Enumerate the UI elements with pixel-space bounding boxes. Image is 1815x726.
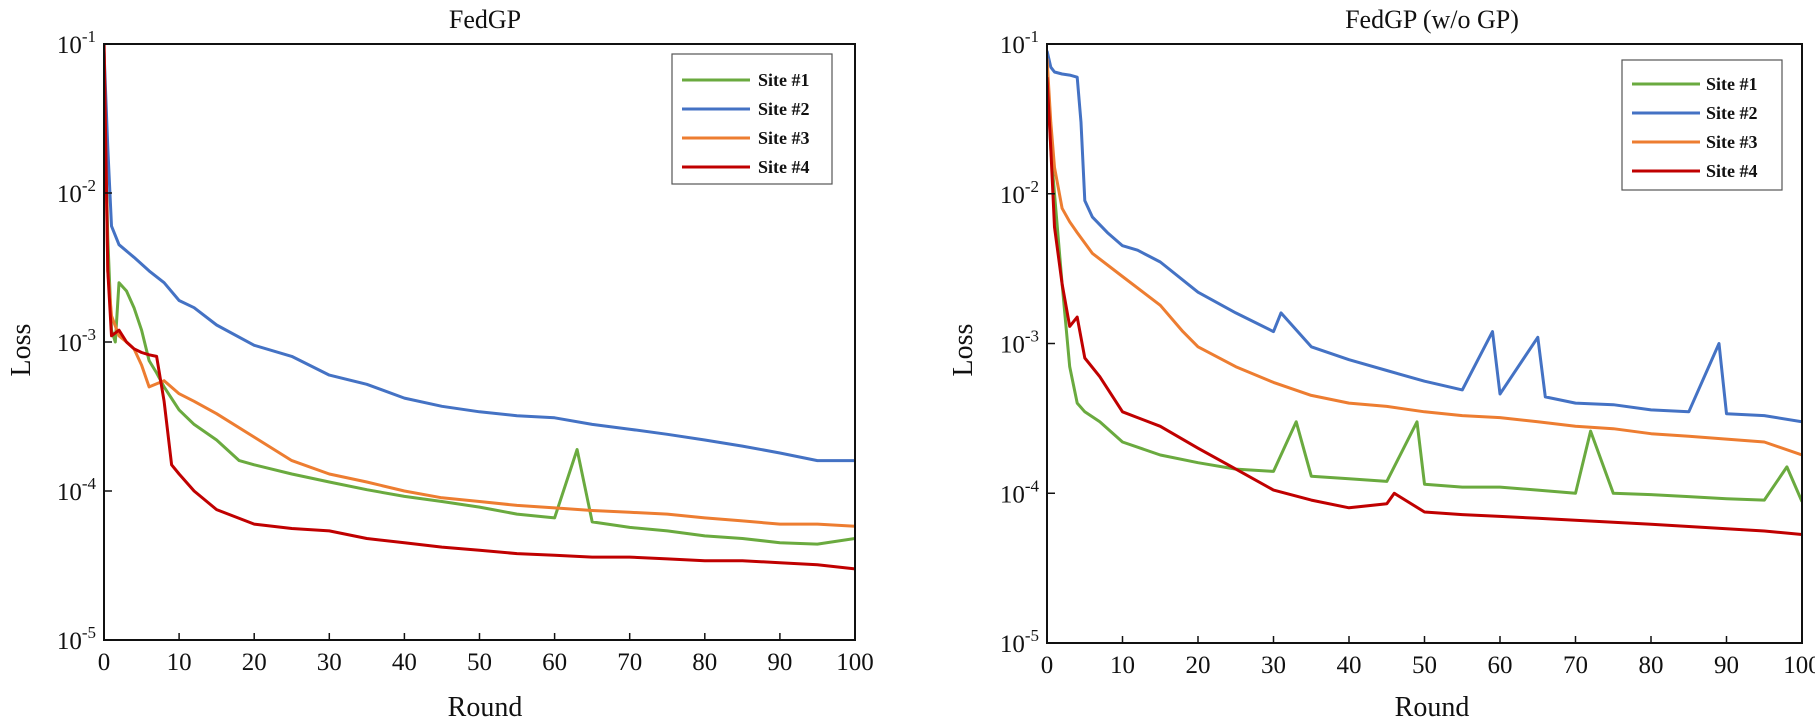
x-tick-label: 10 <box>1110 652 1135 679</box>
plot-area: 0 10 20 30 40 50 60 70 80 90 100 10-1 10-2 10-3 10-4 10… <box>1000 27 1815 679</box>
panel-fedgp-wo-gp: FedGP (w/o GP) Loss Round 0 10 20 30 40 50 60 7… <box>948 5 1815 723</box>
series-line-site-3 <box>1047 58 1802 457</box>
x-tick-label: 70 <box>617 649 642 676</box>
x-tick-label: 80 <box>1639 652 1664 679</box>
y-axis-label: Loss <box>6 324 37 377</box>
y-tick-label: 10-2 <box>1000 177 1039 209</box>
x-tick-label: 10 <box>167 649 192 676</box>
x-tick-label: 100 <box>836 649 874 676</box>
series-line-site-1 <box>1047 58 1802 503</box>
chart-title: FedGP (w/o GP) <box>1345 5 1519 34</box>
series-line-site-1 <box>104 77 855 546</box>
legend-box <box>671 53 833 185</box>
x-tick-label: 70 <box>1563 652 1588 679</box>
legend-entry-site-1: Site #1 <box>758 70 810 90</box>
y-tick-label: 10-1 <box>57 27 96 59</box>
legend-entry-site-1: Site #1 <box>1706 74 1758 94</box>
plot-area: 0 10 20 30 40 50 60 70 80 90 100 10-1 10-2 10-3 10-4 10… <box>57 27 874 676</box>
legend-entry-site-2: Site #2 <box>1706 103 1758 123</box>
legend-entry-site-2: Site #2 <box>758 99 810 119</box>
legend: Site #1 Site #2 Site #3 Site #4 <box>1621 59 1783 191</box>
y-tick-label: 10-3 <box>1000 327 1039 359</box>
x-tick-label: 90 <box>767 649 792 676</box>
x-axis-label: Round <box>448 692 523 723</box>
x-tick-label: 30 <box>317 649 342 676</box>
x-tick-label: 80 <box>692 649 717 676</box>
legend-entry-site-4: Site #4 <box>1706 161 1758 181</box>
series-line-site-2 <box>1047 50 1802 424</box>
series-line-site-2 <box>104 50 855 463</box>
x-tick-label: 0 <box>98 649 111 676</box>
x-tick-label: 40 <box>392 649 417 676</box>
legend-box <box>1621 59 1783 191</box>
x-tick-label: 40 <box>1337 652 1362 679</box>
x-tick-label: 20 <box>242 649 267 676</box>
y-tick-label: 10-1 <box>1000 27 1039 59</box>
chart-title: FedGP <box>449 5 521 34</box>
legend-entry-site-4: Site #4 <box>758 157 810 177</box>
x-tick-label: 90 <box>1714 652 1739 679</box>
legend-entry-site-3: Site #3 <box>758 128 810 148</box>
series-line-site-4 <box>1047 77 1802 536</box>
legend-entry-site-3: Site #3 <box>1706 132 1758 152</box>
y-tick-label: 10-2 <box>57 176 96 208</box>
series-line-site-4 <box>104 44 855 571</box>
x-axis-label: Round <box>1395 692 1470 723</box>
y-tick-label: 10-5 <box>1000 626 1039 658</box>
y-tick-label: 10-4 <box>1000 476 1040 508</box>
x-tick-label: 30 <box>1261 652 1286 679</box>
y-axis-label: Loss <box>948 324 979 377</box>
y-tick-label: 10-4 <box>57 474 97 506</box>
x-tick-label: 60 <box>542 649 567 676</box>
panel-fedgp: FedGP Loss Round 0 10 20 30 40 50 60 70 80 90 100 1… <box>6 5 874 723</box>
y-tick-label: 10-5 <box>57 623 96 655</box>
x-tick-label: 60 <box>1488 652 1513 679</box>
x-tick-label: 0 <box>1041 652 1054 679</box>
x-tick-label: 100 <box>1783 652 1815 679</box>
legend: Site #1 Site #2 Site #3 Site #4 <box>671 53 833 185</box>
x-tick-label: 20 <box>1186 652 1211 679</box>
x-tick-label: 50 <box>1412 652 1437 679</box>
y-tick-label: 10-3 <box>57 325 96 357</box>
x-tick-label: 50 <box>467 649 492 676</box>
